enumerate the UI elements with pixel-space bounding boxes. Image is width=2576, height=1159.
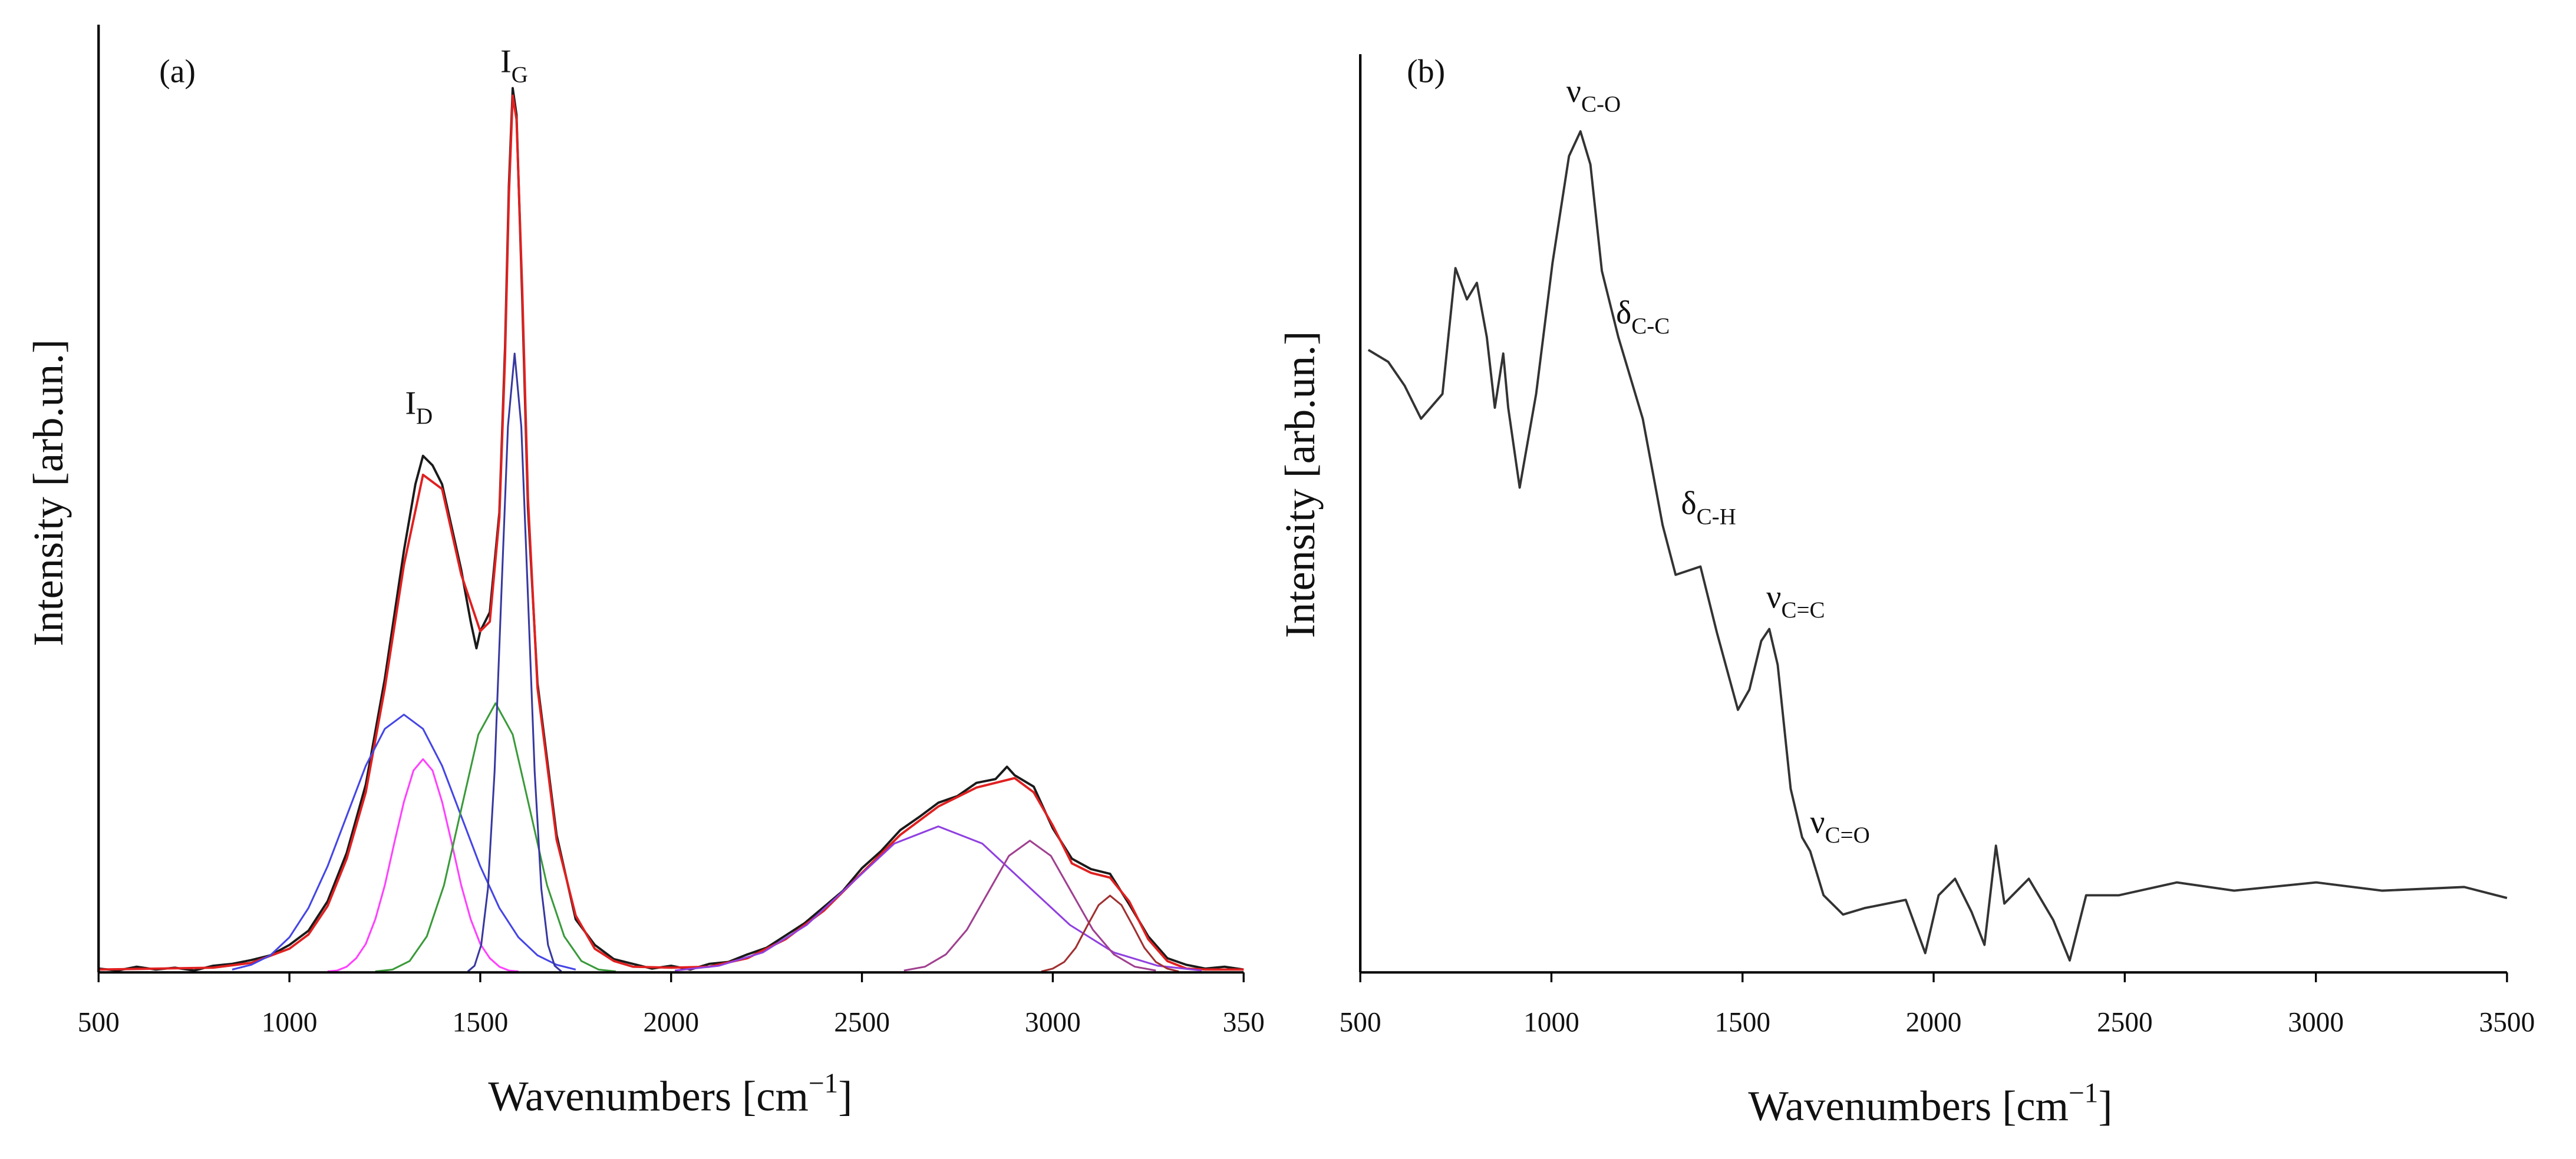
y-axis-label: Intensity [arb.un.]	[24, 339, 72, 646]
x-tick-label: 3500	[2479, 1008, 2535, 1038]
spectrum-line	[98, 87, 1244, 972]
spectrum-line	[675, 826, 1202, 972]
spectrum-line	[903, 840, 1156, 972]
annotation: ID	[405, 385, 433, 430]
x-tick-label: 1000	[262, 1008, 318, 1038]
spectrum-line	[98, 94, 1244, 971]
annotation: δC-H	[1681, 486, 1736, 530]
annotation: νC-O	[1566, 73, 1621, 117]
x-tick-label: 3000	[2288, 1008, 2344, 1038]
annotation: νC=C	[1766, 579, 1825, 623]
x-label-tail: ]	[2098, 1082, 2112, 1130]
annotation-sub: C-C	[1631, 313, 1670, 339]
x-tick-label: 2500	[2097, 1008, 2153, 1038]
x-axis-label: Wavenumbers [cm−1]	[488, 1068, 852, 1120]
spectrum-line	[1367, 130, 2508, 962]
annotation: (a)	[159, 53, 196, 90]
x-label-text: Wavenumbers [cm	[488, 1072, 809, 1120]
x-tick-label: 1500	[453, 1008, 509, 1038]
annotation: δC-C	[1616, 295, 1670, 339]
annotation: IG	[500, 44, 528, 88]
x-tick-label: 500	[1340, 1008, 1381, 1038]
x-axis-label: Wavenumbers [cm−1]	[1748, 1078, 2112, 1130]
annotation: (b)	[1407, 53, 1445, 90]
annotation: νC=O	[1810, 804, 1869, 848]
annotation-sub: C=C	[1781, 597, 1825, 623]
x-label-sup: −1	[2069, 1078, 2098, 1109]
x-tick-label: 2000	[643, 1008, 699, 1038]
x-tick-label: 500	[78, 1008, 120, 1038]
spectrum-line	[327, 758, 519, 973]
x-tick-label: 1500	[1714, 1008, 1770, 1038]
spectrum-line	[1041, 894, 1179, 973]
annotation-sub: C=O	[1825, 823, 1870, 848]
x-tick-label: 2000	[1906, 1008, 1962, 1038]
x-tick-label: 1000	[1523, 1008, 1579, 1038]
spectrum-line	[375, 702, 616, 973]
annotation-sub: D	[416, 404, 433, 429]
annotation-text: ν	[1810, 804, 1825, 840]
x-label-text: Wavenumbers [cm	[1748, 1082, 2069, 1130]
spectrum-line	[467, 352, 562, 972]
annotation-text: (b)	[1407, 53, 1445, 90]
annotation-text: I	[500, 44, 512, 80]
annotation-sub: C-O	[1581, 92, 1621, 117]
annotation-text: ν	[1566, 73, 1581, 110]
annotation-text: ν	[1766, 579, 1781, 615]
annotation-text: δ	[1681, 486, 1696, 522]
y-axis-label: Intensity [arb.un.]	[1276, 331, 1324, 638]
annotation-sub: G	[512, 62, 528, 87]
annotation-text: δ	[1616, 295, 1631, 331]
x-tick-label: 350	[1223, 1008, 1265, 1038]
annotation-text: (a)	[159, 53, 196, 90]
annotation-text: I	[405, 385, 416, 422]
x-tick-label: 2500	[834, 1008, 890, 1038]
annotation-sub: C-H	[1697, 504, 1736, 529]
x-label-sup: −1	[809, 1068, 838, 1099]
x-tick-label: 3000	[1025, 1008, 1081, 1038]
x-label-tail: ]	[838, 1072, 852, 1120]
spectrum-line	[232, 714, 576, 970]
